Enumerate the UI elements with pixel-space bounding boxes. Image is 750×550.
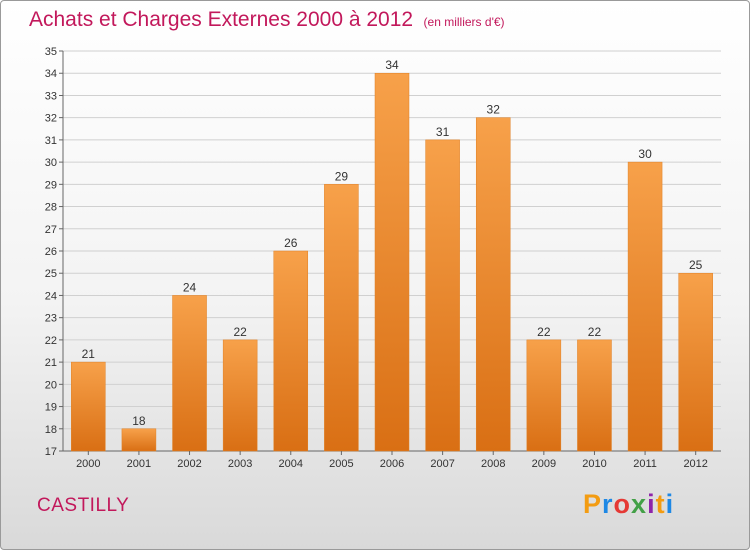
x-tick-label-2000: 2000 (76, 458, 100, 470)
y-tick-label: 28 (45, 202, 57, 214)
bar-2011 (627, 161, 663, 452)
x-tick-label-2012: 2012 (683, 458, 707, 470)
brand-logo: Proxiti (583, 489, 674, 520)
data-label-2004: 26 (284, 236, 298, 250)
y-tick-label: 20 (45, 379, 57, 391)
y-tick-label: 31 (45, 135, 57, 147)
data-label-2006: 34 (385, 58, 399, 72)
data-label-2010: 22 (588, 325, 602, 339)
y-tick-label: 29 (45, 179, 57, 191)
y-tick-label: 30 (45, 157, 57, 169)
data-label-2003: 22 (233, 325, 247, 339)
x-tick-label-2009: 2009 (532, 458, 556, 470)
data-label-2000: 21 (82, 347, 96, 361)
brand-letter: i (647, 489, 656, 519)
bar-2004 (273, 250, 309, 452)
brand-letter: t (655, 489, 666, 519)
data-label-2001: 18 (132, 414, 146, 428)
y-tick-label: 34 (45, 68, 57, 80)
bar-2003 (222, 339, 258, 452)
chart-title: Achats et Charges Externes 2000 à 2012 (… (29, 8, 505, 32)
x-tick-label-2005: 2005 (329, 458, 353, 470)
y-tick-label: 23 (45, 313, 57, 325)
y-tick-labels: 17 18 19 20 21 22 23 24 25 26 27 28 29 30 31 32 33 34 35 (45, 46, 63, 458)
data-label-2011: 30 (638, 147, 652, 161)
y-tick-label: 32 (45, 113, 57, 125)
x-tick-label-2008: 2008 (481, 458, 505, 470)
y-tick-label: 22 (45, 335, 57, 347)
y-tick-label: 33 (45, 90, 57, 102)
bars (71, 72, 713, 452)
bar-2007 (425, 139, 460, 452)
y-tick-label: 26 (45, 246, 57, 258)
title-text: Achats et Charges Externes 2000 à 2012 (29, 8, 414, 31)
commune-name: CASTILLY (37, 495, 130, 516)
x-tick-label-2004: 2004 (279, 458, 303, 470)
bar-2009 (526, 339, 562, 452)
data-label-2005: 29 (335, 169, 349, 183)
y-tick-label: 19 (45, 402, 57, 414)
y-tick-label: 21 (45, 357, 57, 369)
x-tick-label-2010: 2010 (582, 458, 606, 470)
brand-letter: P (583, 489, 603, 519)
bar-2001 (121, 428, 157, 452)
x-tick-labels: 2000 2001 2002 2003 2004 2005 2006 2007 2008 2009… (76, 451, 708, 470)
brand-letter: o (613, 489, 632, 519)
x-tick-label-2006: 2006 (380, 458, 404, 470)
data-label-2008: 32 (487, 103, 501, 117)
data-label-2009: 22 (537, 325, 551, 339)
brand-letter: x (631, 489, 648, 519)
x-tick-label-2011: 2011 (633, 458, 657, 470)
y-tick-label: 18 (45, 424, 57, 436)
x-tick-label-2007: 2007 (430, 458, 454, 470)
bar-2002 (172, 295, 207, 452)
bar-2005 (324, 184, 359, 452)
bar-2012 (678, 272, 713, 452)
bar-2010 (577, 339, 612, 452)
bar-2006 (374, 72, 410, 452)
bar-2008 (475, 117, 511, 452)
x-tick-label-2001: 2001 (127, 458, 151, 470)
brand-letter: i (665, 489, 675, 519)
data-label-2002: 24 (183, 280, 197, 294)
x-tick-label-2003: 2003 (228, 458, 252, 470)
data-label-2012: 25 (689, 258, 703, 272)
title-unit: (en milliers d'€) (423, 15, 505, 29)
bar-2000 (71, 361, 106, 452)
brand-letter: r (602, 489, 614, 519)
y-tick-label: 24 (45, 290, 57, 302)
data-labels: 21 18 24 22 26 29 34 31 32 22 22 30 25 (82, 58, 703, 428)
x-tick-label-2002: 2002 (177, 458, 201, 470)
y-tick-label: 25 (45, 268, 57, 280)
y-tick-label: 17 (45, 446, 57, 458)
y-tick-label: 27 (45, 224, 57, 236)
data-label-2007: 31 (436, 125, 450, 139)
y-tick-label: 35 (45, 46, 57, 58)
